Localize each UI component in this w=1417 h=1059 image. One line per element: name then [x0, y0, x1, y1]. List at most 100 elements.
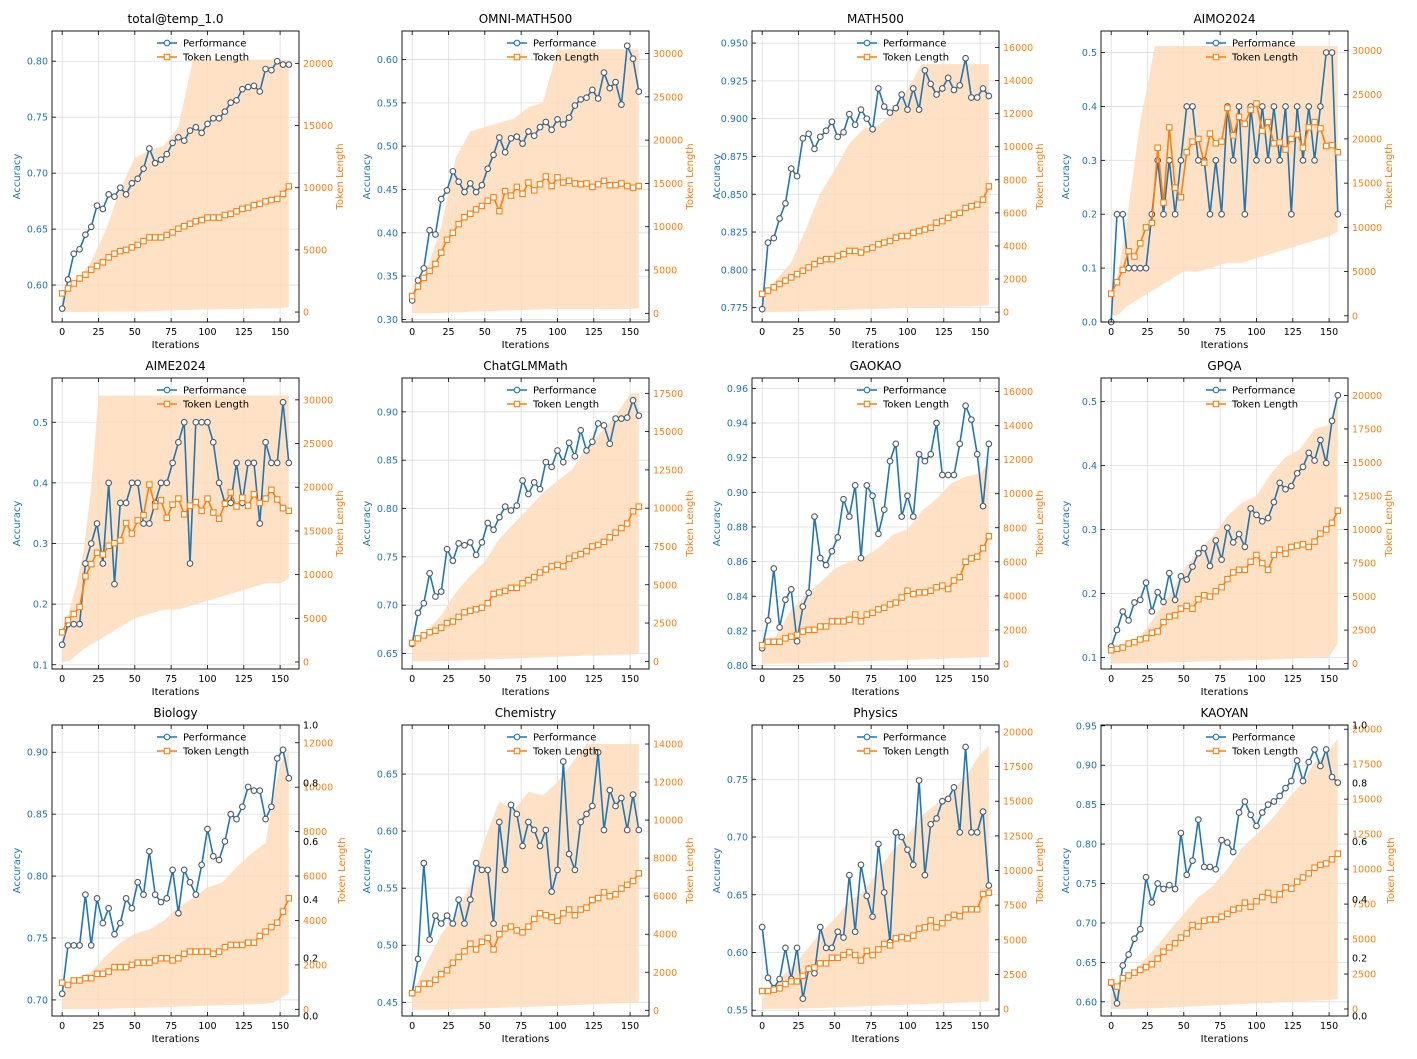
performance-point [501, 866, 509, 874]
y-tick-label: 0.40 [377, 228, 398, 239]
token-length-point [478, 938, 486, 946]
token-length-point [128, 530, 136, 537]
token-length-point [507, 923, 515, 930]
token-length-point [426, 980, 433, 987]
x-tick-label: 25 [1141, 674, 1153, 685]
y-tick-label: 0.82 [727, 626, 748, 637]
y2-tick-label: 15000 [1352, 179, 1382, 190]
y2-tick-label: 4000 [1003, 591, 1027, 602]
performance-point [1235, 530, 1243, 538]
performance-point [1148, 608, 1156, 615]
performance-point [495, 134, 503, 141]
legend: Performance Token Length [857, 386, 949, 411]
y2-tick-label: 5000 [1352, 935, 1376, 946]
token-length-point [204, 214, 211, 221]
performance-point [279, 746, 287, 754]
performance-point [180, 418, 188, 426]
chart-title: ChatGLMMath [483, 359, 567, 373]
performance-point [787, 585, 795, 593]
plot-frame [401, 724, 650, 1017]
token-length-point [175, 954, 182, 962]
chart-panel: 0 25 50 75 100 125 150 0.1 0.2 0.3 0.4 0.5 0 2500 5000… [1061, 359, 1395, 698]
token-length-point [134, 241, 141, 249]
performance-point [432, 231, 439, 238]
performance-point [455, 178, 463, 186]
performance-point [782, 596, 789, 604]
performance-point [892, 440, 900, 448]
y3-tick-label: 0.4 [1352, 895, 1367, 906]
performance-point [1200, 544, 1208, 552]
x-tick-label: 75 [515, 674, 527, 685]
chart-panel: 0 25 50 75 100 125 150 0.55 0.60 0.65 0.70 0.75 0 250… [712, 706, 1046, 1045]
token-length-point [1119, 266, 1127, 274]
y-axis-label: Accuracy [12, 154, 23, 200]
performance-point [186, 878, 194, 886]
token-length-point [944, 585, 952, 593]
token-length-point [204, 948, 211, 955]
token-length-point [279, 190, 287, 198]
legend: Performance Token Length [1206, 733, 1298, 758]
token-length-point [1322, 526, 1330, 533]
token-length-point [198, 216, 205, 224]
performance-point [420, 859, 428, 867]
token-length-point [583, 180, 590, 187]
y2-tick-label: 20000 [1352, 725, 1382, 736]
y2-tick-label: 20000 [653, 136, 683, 147]
performance-point [1212, 865, 1220, 873]
token-length-point [904, 232, 911, 240]
performance-point [1183, 576, 1191, 583]
token-length-point [571, 552, 579, 559]
x-tick-label: 150 [971, 327, 989, 338]
performance-point [1194, 549, 1202, 557]
performance-point [122, 191, 130, 198]
performance-point [513, 133, 521, 141]
token-length-point [939, 582, 946, 589]
performance-point [76, 942, 83, 949]
legend-label: Token Length [1231, 400, 1298, 411]
token-length-point [799, 972, 807, 980]
x-tick-label: 50 [1178, 674, 1190, 685]
token-length-point [99, 551, 107, 558]
token-length-point [76, 603, 83, 611]
y2-tick-label: 5000 [653, 580, 677, 591]
performance-point [968, 416, 975, 423]
token-length-point [244, 939, 252, 946]
performance-point [227, 99, 235, 106]
token-length-point [484, 934, 491, 942]
token-length-range-band [62, 59, 289, 313]
y-axis-label: Accuracy [712, 501, 723, 547]
performance-point [577, 426, 585, 434]
token-length-point [239, 205, 246, 213]
legend-marker [163, 386, 171, 394]
legend-marker [1212, 733, 1220, 741]
y-tick-label: 0.75 [377, 552, 398, 563]
token-length-point [758, 641, 766, 649]
token-length-point [1224, 104, 1231, 112]
y2-axis-label: Token Length [1386, 837, 1397, 904]
x-axis-label: Iterations [152, 687, 200, 698]
performance-point [244, 83, 252, 91]
y-tick-label: 0.50 [377, 142, 398, 153]
x-tick-label: 125 [1284, 1021, 1302, 1032]
token-length-point [1166, 613, 1173, 620]
token-length-point [944, 214, 952, 222]
token-length-point [863, 246, 871, 253]
x-tick-label: 50 [479, 1021, 491, 1032]
token-length-point [262, 928, 269, 935]
legend: Performance Token Length [507, 733, 599, 758]
token-length-point [834, 618, 841, 625]
y-tick-label: 0.950 [721, 39, 748, 50]
x-tick-label: 100 [198, 1021, 216, 1032]
x-tick-label: 0 [759, 1021, 765, 1032]
performance-point [1287, 482, 1295, 490]
performance-point [1235, 809, 1243, 816]
legend-label: Performance [1232, 386, 1295, 397]
performance-point [1189, 857, 1196, 864]
token-length-point [420, 274, 428, 282]
token-length-point [612, 529, 619, 536]
y2-tick-label: 0 [653, 1006, 659, 1017]
performance-point [758, 923, 766, 931]
token-length-point [221, 943, 229, 951]
performance-point [204, 418, 211, 426]
performance-point [799, 995, 807, 1003]
